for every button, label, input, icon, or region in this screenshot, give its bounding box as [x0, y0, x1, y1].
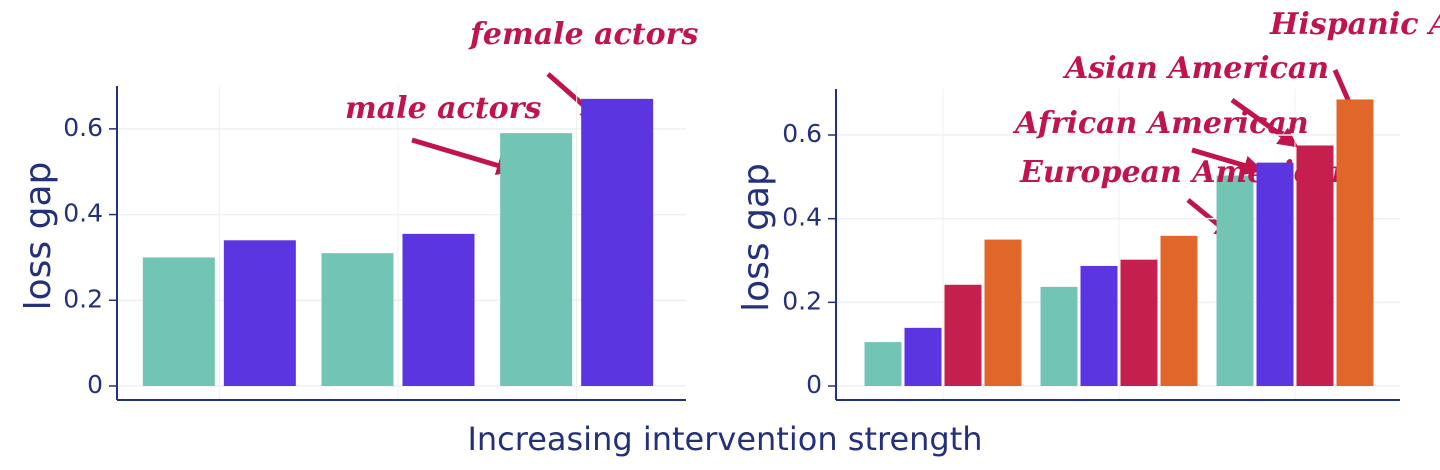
bar: [1040, 286, 1078, 386]
bar: [581, 98, 654, 386]
x-axis-label: Increasing intervention strength: [467, 420, 982, 458]
legend-annotation: female actors: [468, 17, 698, 52]
bar: [321, 253, 394, 386]
bar: [1080, 265, 1118, 386]
bar: [1160, 235, 1198, 386]
bar: [1256, 162, 1294, 386]
bar: [904, 327, 942, 386]
y-tick-label: 0: [87, 370, 103, 399]
y-tick-label: 0.6: [782, 119, 822, 148]
y-axis-label: loss gap: [736, 163, 777, 312]
bar: [1120, 259, 1158, 386]
legend-annotation: Hispanic American: [1269, 7, 1440, 42]
legend-annotation: male actors: [345, 91, 541, 126]
y-tick-label: 0.4: [782, 203, 822, 232]
bar: [864, 342, 902, 386]
y-tick-label: 0.6: [63, 113, 103, 142]
bar: [944, 284, 982, 386]
bar: [500, 133, 573, 386]
bar: [402, 233, 475, 386]
y-axis-label: loss gap: [18, 162, 59, 311]
bar: [984, 239, 1022, 386]
bar: [1296, 145, 1334, 386]
bar: [1216, 175, 1254, 386]
legend-annotation: African American: [1012, 106, 1309, 141]
y-tick-label: 0.4: [63, 199, 103, 228]
y-tick-label: 0.2: [782, 286, 822, 315]
arrow: [1230, 97, 1299, 148]
bar: [223, 240, 296, 386]
legend-annotation: Asian American: [1062, 51, 1329, 86]
y-tick-label: 0.2: [63, 284, 103, 313]
bar: [1336, 99, 1374, 386]
arrow: [1191, 147, 1264, 176]
arrow: [411, 137, 517, 176]
bar: [142, 257, 215, 386]
y-tick-label: 0: [806, 370, 822, 399]
